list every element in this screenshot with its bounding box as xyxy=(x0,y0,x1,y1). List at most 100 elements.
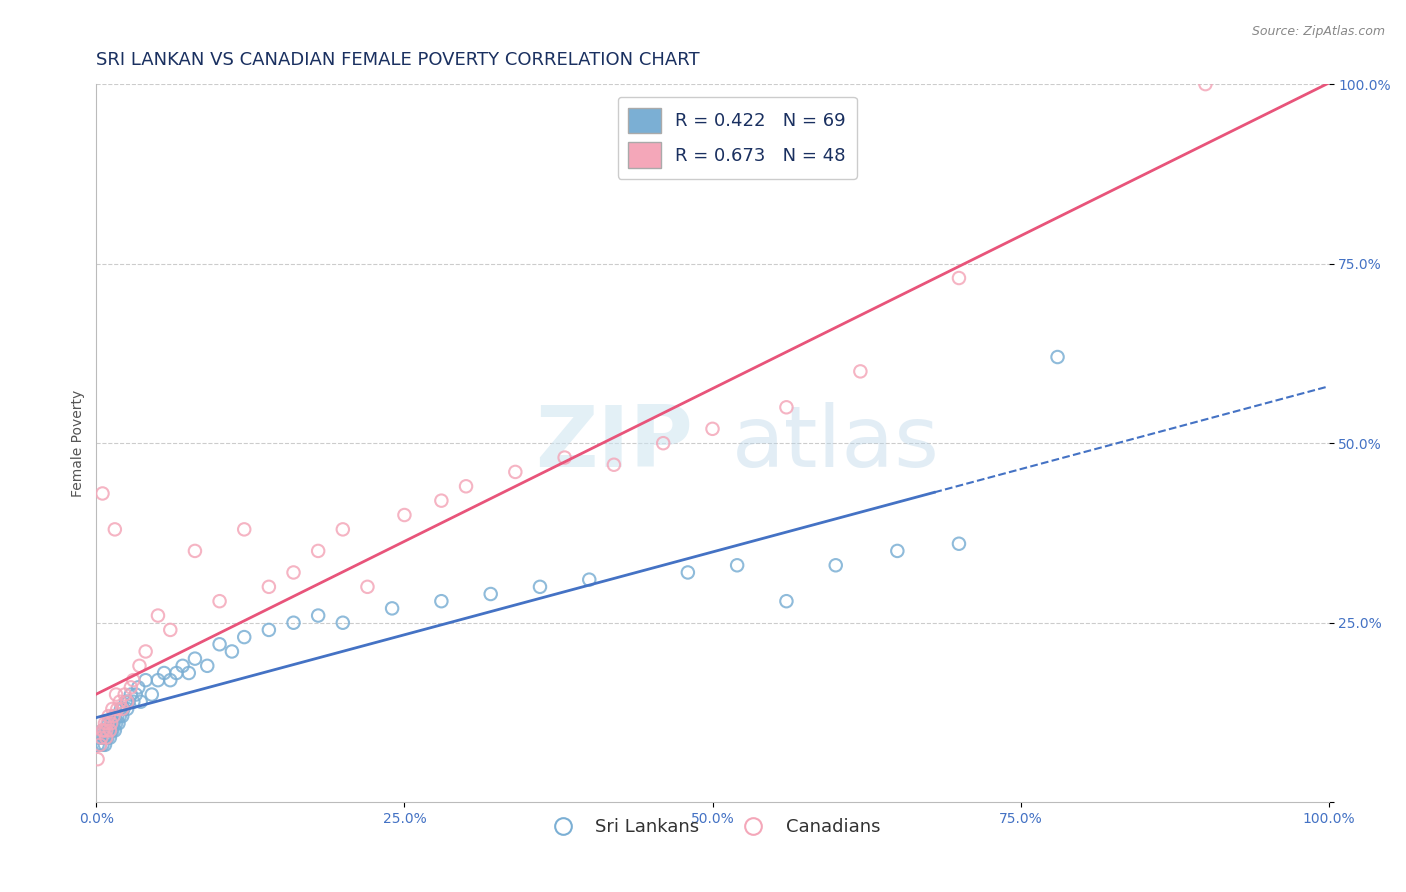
Point xyxy=(103,709,125,723)
Point xyxy=(104,709,127,723)
Point xyxy=(652,436,675,450)
Point xyxy=(128,658,150,673)
Point xyxy=(129,695,152,709)
Point xyxy=(394,508,416,522)
Point xyxy=(96,723,118,738)
Point xyxy=(90,731,112,745)
Point xyxy=(1194,77,1216,91)
Point xyxy=(96,723,118,738)
Point xyxy=(529,580,551,594)
Point xyxy=(159,623,181,637)
Legend: Sri Lankans, Canadians: Sri Lankans, Canadians xyxy=(537,811,887,844)
Point xyxy=(104,723,127,738)
Point xyxy=(111,709,134,723)
Point xyxy=(702,422,724,436)
Point xyxy=(257,623,280,637)
Point xyxy=(184,544,207,558)
Point xyxy=(554,450,576,465)
Point xyxy=(430,493,453,508)
Point xyxy=(97,723,120,738)
Point xyxy=(96,723,118,738)
Point xyxy=(153,665,176,680)
Point xyxy=(775,594,797,608)
Point xyxy=(159,673,181,688)
Point xyxy=(94,738,117,752)
Point xyxy=(86,738,108,752)
Point xyxy=(100,716,122,731)
Point xyxy=(103,716,125,731)
Point xyxy=(332,522,354,536)
Point xyxy=(105,702,128,716)
Text: Source: ZipAtlas.com: Source: ZipAtlas.com xyxy=(1251,25,1385,38)
Point xyxy=(97,716,120,731)
Point xyxy=(104,522,127,536)
Point xyxy=(111,702,134,716)
Point xyxy=(115,702,138,716)
Point xyxy=(307,544,329,558)
Point xyxy=(195,658,218,673)
Y-axis label: Female Poverty: Female Poverty xyxy=(72,390,86,497)
Point xyxy=(91,723,114,738)
Point xyxy=(108,695,131,709)
Point xyxy=(307,608,329,623)
Point xyxy=(115,695,138,709)
Point xyxy=(93,723,115,738)
Point xyxy=(91,486,114,500)
Point xyxy=(90,731,112,745)
Point xyxy=(122,673,145,688)
Point xyxy=(479,587,502,601)
Point xyxy=(108,709,131,723)
Point xyxy=(94,731,117,745)
Point xyxy=(98,723,121,738)
Point xyxy=(117,695,139,709)
Text: SRI LANKAN VS CANADIAN FEMALE POVERTY CORRELATION CHART: SRI LANKAN VS CANADIAN FEMALE POVERTY CO… xyxy=(97,51,700,69)
Point xyxy=(135,644,157,658)
Point xyxy=(430,594,453,608)
Point xyxy=(141,688,163,702)
Point xyxy=(100,723,122,738)
Point xyxy=(603,458,626,472)
Point xyxy=(114,688,136,702)
Point xyxy=(105,688,128,702)
Point xyxy=(125,688,148,702)
Point xyxy=(93,723,115,738)
Point xyxy=(257,580,280,594)
Point xyxy=(122,695,145,709)
Text: ZIP: ZIP xyxy=(536,401,693,484)
Point xyxy=(93,731,115,745)
Point xyxy=(120,688,142,702)
Point xyxy=(86,752,108,766)
Point xyxy=(332,615,354,630)
Point xyxy=(94,716,117,731)
Point xyxy=(172,658,194,673)
Point xyxy=(208,594,231,608)
Point xyxy=(112,702,135,716)
Point xyxy=(115,695,138,709)
Point xyxy=(849,364,872,378)
Point xyxy=(97,709,120,723)
Point xyxy=(107,716,129,731)
Point xyxy=(100,716,122,731)
Point xyxy=(177,665,200,680)
Point xyxy=(454,479,477,493)
Point xyxy=(146,673,169,688)
Point xyxy=(184,651,207,665)
Point xyxy=(105,709,128,723)
Point xyxy=(98,723,121,738)
Point xyxy=(505,465,527,479)
Point xyxy=(110,702,132,716)
Point xyxy=(233,522,256,536)
Point xyxy=(101,723,124,738)
Point xyxy=(89,738,111,752)
Point xyxy=(127,681,149,695)
Point xyxy=(98,731,121,745)
Point xyxy=(948,537,970,551)
Point xyxy=(775,401,797,415)
Point xyxy=(105,716,128,731)
Point xyxy=(89,738,111,752)
Point xyxy=(165,665,187,680)
Point xyxy=(381,601,404,615)
Point xyxy=(135,673,157,688)
Point xyxy=(96,731,118,745)
Point xyxy=(120,681,142,695)
